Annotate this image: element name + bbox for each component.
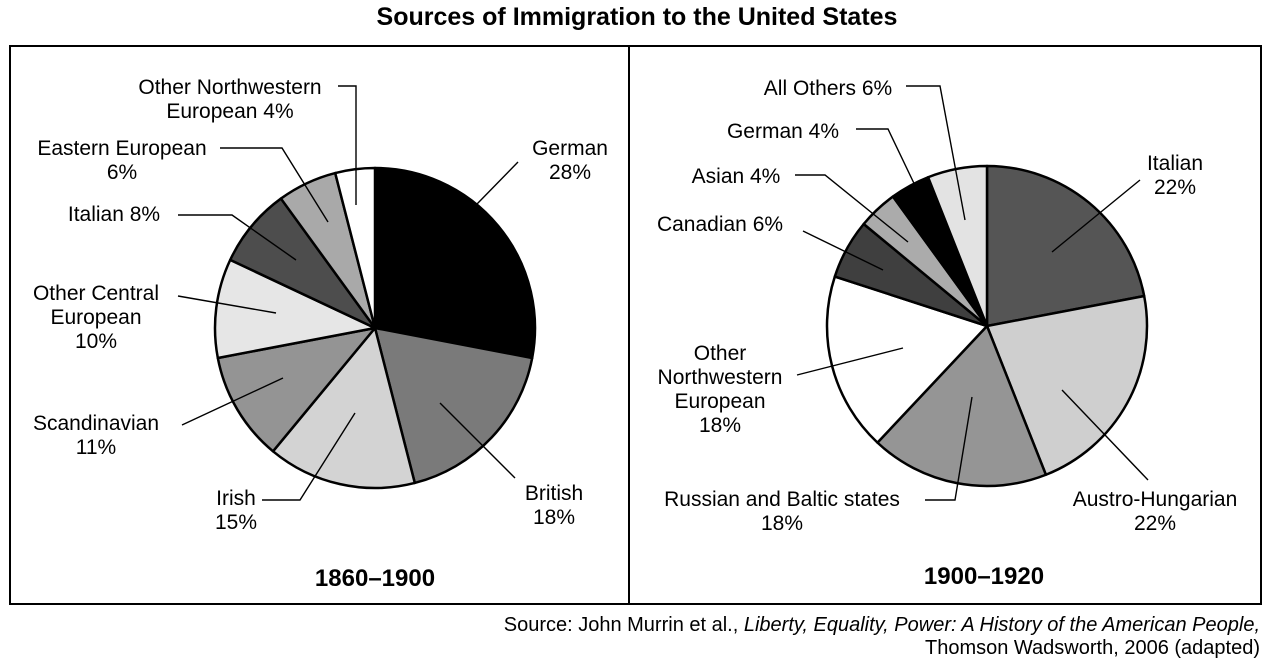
- label-other-central-european: Other Central European 10%: [33, 282, 159, 353]
- label-all-others: All Others 6%: [764, 77, 892, 100]
- leader-line-eastern-european: [220, 147, 329, 223]
- label-asian: Asian 4%: [692, 165, 781, 188]
- slice-austro-hungarian: [985, 294, 1149, 477]
- slice-italian: [985, 164, 1146, 328]
- label-italian: Italian 22%: [1147, 152, 1203, 199]
- leader-line-asian: [795, 174, 909, 243]
- slice-scandinavian: [216, 326, 377, 453]
- leader-line-austro-hungarian: [1061, 389, 1149, 481]
- leader-line-other-central-european: [177, 295, 277, 314]
- label-eastern-european: Eastern European 6%: [37, 137, 206, 184]
- label-german: German 28%: [532, 137, 608, 184]
- source-book-title: Liberty, Equality, Power: A History of t…: [743, 614, 1260, 636]
- label-german: German 4%: [727, 120, 839, 143]
- leader-line-italian: [178, 214, 297, 261]
- leader-line-all-others: [906, 85, 966, 221]
- label-italian: Italian 8%: [68, 203, 160, 226]
- label-russian-and-baltic-states: Russian and Baltic states 18%: [664, 488, 900, 535]
- leader-line-british: [439, 402, 516, 479]
- leader-line-italian: [1051, 179, 1141, 253]
- slice-all-others: [926, 164, 989, 328]
- pie-1900-1920: Italian 22% Austro-Hungarian 22% Russian and…: [657, 77, 1237, 590]
- label-austro-hungarian: Austro-Hungarian 22%: [1073, 488, 1238, 535]
- slice-other-central-european: [213, 258, 377, 360]
- leader-line-russian-and-baltic-states: [925, 396, 973, 501]
- label-other-northwestern-european: Other Northwestern European 4%: [138, 76, 321, 123]
- label-irish: Irish 15%: [215, 487, 257, 534]
- slice-russian-and-baltic-states: [876, 324, 1048, 488]
- pie-panel-1900-1920: [628, 45, 1262, 605]
- label-british: British 18%: [525, 482, 583, 529]
- label-scandinavian: Scandinavian 11%: [33, 412, 159, 459]
- pie-1860-1900: German 28% British 18% Irish 15% Scandinavian 1…: [33, 76, 608, 592]
- slice-other-northwestern-european: [333, 166, 377, 330]
- chart-title: Sources of Immigration to the United Sta…: [376, 3, 898, 31]
- period-label-1900-1920: 1900–1920: [924, 563, 1044, 590]
- label-canadian: Canadian 6%: [657, 213, 783, 236]
- source-citation: Source: John Murrin et al., Liberty, Equ…: [504, 614, 1260, 660]
- leader-line-german: [856, 128, 933, 222]
- slice-british: [373, 326, 534, 485]
- leader-line-other-northwestern-european: [338, 85, 357, 205]
- leader-line-german: [476, 161, 519, 205]
- period-label-1860-1900: 1860–1900: [315, 565, 435, 592]
- slice-german: [373, 166, 537, 360]
- leader-line-other-northwestern-european: [796, 347, 904, 376]
- source-publisher: Thomson Wadsworth, 2006 (adapted): [925, 637, 1260, 659]
- label-other-northwestern-european: Other Northwestern European 18%: [658, 342, 783, 437]
- leader-line-canadian: [802, 230, 884, 271]
- source-prefix: Source: John Murrin et al.,: [503, 614, 744, 636]
- leader-line-scandinavian: [181, 377, 284, 426]
- slice-irish: [271, 326, 417, 490]
- leader-line-irish: [262, 412, 356, 501]
